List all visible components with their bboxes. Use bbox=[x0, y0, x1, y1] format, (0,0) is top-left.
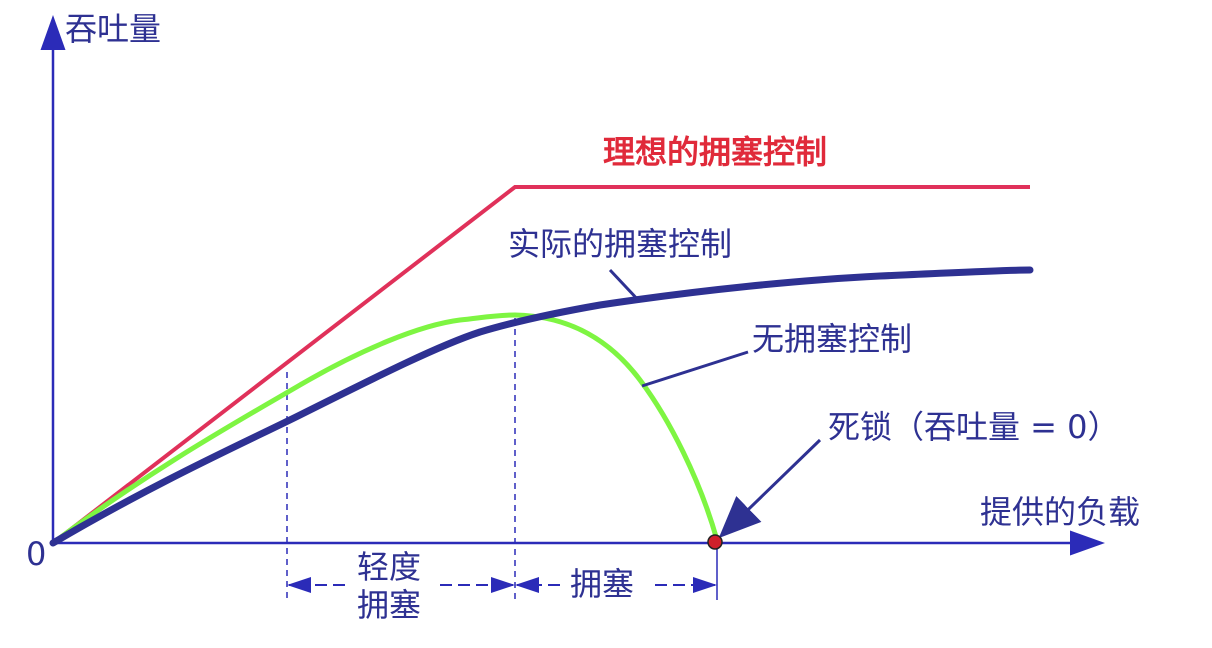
ideal-curve-label: 理想的拥塞控制 bbox=[603, 133, 827, 171]
actual-label-leader bbox=[608, 268, 642, 304]
no-control-curve bbox=[50, 312, 720, 546]
light-congestion-label-line1: 轻度 bbox=[357, 548, 421, 586]
congestion-label: 拥塞 bbox=[570, 565, 634, 603]
deadlock-point bbox=[707, 534, 723, 550]
actual-curve-label: 实际的拥塞控制 bbox=[508, 225, 732, 263]
no-control-curve-label: 无拥塞控制 bbox=[752, 320, 912, 358]
deadlock-label: 死锁（吞吐量 = 0） bbox=[828, 408, 1120, 446]
y-axis-label: 吞吐量 bbox=[65, 10, 161, 48]
x-axis-label: 提供的负载 bbox=[980, 493, 1140, 531]
light-congestion-label-line2: 拥塞 bbox=[357, 586, 421, 624]
ideal-curve bbox=[51, 185, 1030, 545]
origin-label: 0 bbox=[26, 535, 46, 573]
no-control-label-leader bbox=[641, 350, 749, 388]
actual-curve bbox=[49, 266, 1034, 547]
deadlock-arrow bbox=[718, 438, 822, 539]
